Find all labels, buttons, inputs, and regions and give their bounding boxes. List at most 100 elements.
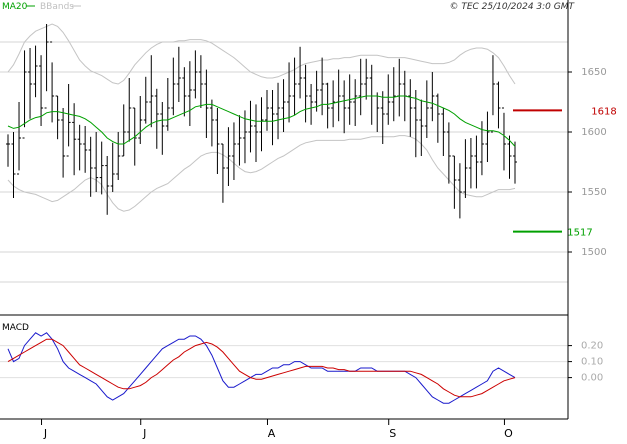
macd-signal-line	[7, 338, 516, 398]
price-bar	[215, 108, 220, 174]
price-bar	[110, 142, 115, 192]
price-bar	[496, 81, 501, 129]
price-bar	[193, 50, 198, 99]
price-bar	[94, 132, 99, 192]
price-bar	[325, 82, 330, 129]
legend-bbands: BBands	[40, 2, 74, 12]
price-bar	[446, 122, 451, 184]
main-y-axis: 1500 1550 1600 1650	[568, 67, 607, 258]
price-bar	[165, 78, 170, 131]
x-tick-label: J	[43, 427, 47, 440]
bollinger-bands	[7, 23, 516, 212]
ma20-line-group	[7, 95, 516, 147]
macd-y-tick-label: 0.10	[581, 357, 603, 368]
price-bar	[457, 163, 462, 219]
price-bar	[127, 78, 132, 142]
price-bar	[88, 136, 93, 197]
price-bar	[105, 156, 110, 215]
price-bar	[17, 102, 22, 175]
chart-legend: MA20 BBands	[2, 2, 81, 12]
macd-line	[7, 332, 516, 404]
price-bar	[292, 57, 297, 116]
price-bar	[303, 64, 308, 123]
price-bar	[198, 55, 203, 108]
price-bar	[77, 124, 82, 171]
price-bar	[314, 70, 319, 112]
price-bar	[28, 48, 33, 119]
price-bar	[44, 24, 49, 109]
price-bar	[479, 121, 484, 176]
bband-lower-line	[7, 135, 516, 212]
price-bar	[66, 84, 71, 157]
price-bar	[413, 90, 418, 158]
x-tick-label: S	[389, 427, 396, 440]
price-bar	[187, 61, 192, 126]
macd-y-tick-label: 0.20	[581, 341, 603, 352]
price-bar	[468, 138, 473, 189]
price-bar	[116, 132, 121, 180]
price-bar	[490, 55, 495, 133]
price-bar	[463, 139, 468, 198]
price-bar	[39, 55, 44, 126]
price-bar	[270, 90, 275, 146]
legend-ma20: MA20	[2, 2, 28, 12]
price-bar	[6, 134, 10, 167]
price-bar	[309, 84, 314, 125]
price-bar	[513, 141, 517, 184]
price-bar	[485, 111, 490, 162]
x-axis: JJASON	[41, 419, 513, 440]
source-label: © TEC 25/10/2024 3:0 GMT	[449, 2, 575, 12]
price-bar	[408, 79, 413, 137]
price-bar	[50, 41, 55, 123]
price-bar	[419, 99, 424, 156]
price-bar	[99, 141, 104, 195]
price-bar	[435, 93, 440, 143]
price-bar	[287, 62, 292, 123]
level-label: 1618	[591, 106, 616, 117]
price-bar	[353, 79, 358, 126]
x-tick-label: O	[504, 427, 513, 440]
price-bar	[424, 80, 429, 138]
price-bar	[441, 108, 446, 156]
price-bar	[149, 55, 154, 128]
level-label: 1517	[567, 228, 592, 239]
price-bar	[209, 99, 214, 147]
price-bar	[204, 69, 209, 138]
price-levels: 1618 1517	[513, 106, 617, 239]
price-bar	[380, 91, 385, 144]
price-bar	[33, 45, 38, 98]
main-y-tick-label: 1600	[581, 127, 606, 138]
price-bar	[182, 67, 187, 117]
price-bar	[220, 143, 225, 203]
price-bar	[452, 155, 457, 209]
macd-gridlines	[0, 345, 568, 379]
price-bar	[226, 127, 231, 186]
price-bar	[176, 46, 181, 102]
x-tick-label: A	[268, 427, 276, 440]
price-bar	[391, 67, 396, 122]
price-bar	[501, 107, 506, 171]
price-bar	[281, 79, 286, 132]
price-bar	[55, 95, 60, 140]
main-y-tick-label: 1500	[581, 247, 606, 258]
price-bar	[331, 80, 336, 128]
x-tick-label: J	[142, 427, 146, 440]
price-bar	[259, 97, 264, 152]
main-y-tick-label: 1650	[581, 67, 606, 78]
price-bar	[276, 82, 281, 140]
price-bar	[248, 100, 253, 153]
price-bar	[364, 58, 369, 100]
price-bar	[121, 104, 126, 157]
price-bar	[474, 135, 479, 189]
price-bar	[143, 76, 148, 124]
price-bar	[22, 50, 27, 139]
price-bar	[386, 74, 391, 125]
price-bar	[83, 126, 88, 173]
price-bar	[430, 72, 435, 122]
ma20-line	[7, 95, 516, 147]
price-bar	[298, 46, 303, 99]
price-bar	[265, 90, 270, 131]
